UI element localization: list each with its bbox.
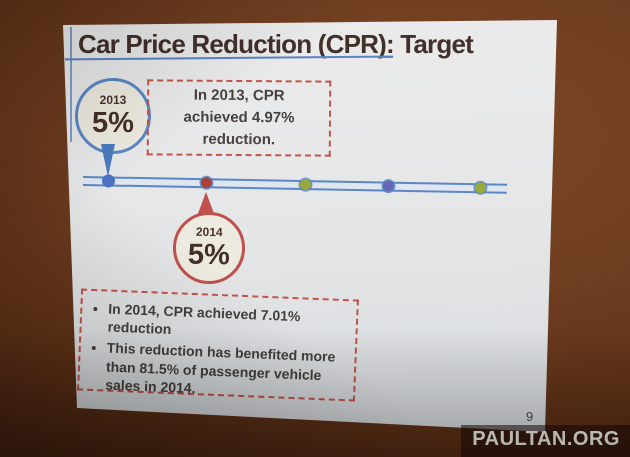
balloon-2013-value: 5% (92, 106, 134, 139)
paultan-watermark: PAULTAN.ORG (461, 425, 630, 457)
timeline-dot (299, 178, 312, 191)
timeline (82, 174, 508, 194)
balloon-2014-value: 5% (187, 238, 231, 272)
title-vertical-accent-line (70, 27, 72, 142)
timeline-dot (101, 174, 116, 188)
timeline-dot (474, 182, 487, 194)
callout-2014-bullet: This reduction has benefited more than 8… (105, 339, 349, 403)
callout-2013-text: In 2013, CPR achieved 4.97% reduction. (183, 87, 295, 149)
slide-page-number: 9 (526, 409, 534, 424)
timeline-dot (200, 177, 213, 189)
balloon-2013: 2013 5% (75, 78, 151, 154)
callout-2013: In 2013, CPR achieved 4.97% reduction. (146, 79, 332, 157)
callout-2014-bullet-list: In 2014, CPR achieved 7.01% reduction Th… (79, 299, 357, 404)
balloon-2014: 2014 5% (172, 211, 246, 285)
timeline-dot (382, 180, 395, 192)
callout-2014-bullet: In 2014, CPR achieved 7.01% reduction (107, 300, 350, 346)
balloon-2013-pointer (101, 144, 115, 177)
presentation-slide: Car Price Reduction (CPR): Target 2013 5… (63, 20, 557, 432)
balloon-2014-year: 2014 (195, 224, 223, 239)
slide-title: Car Price Reduction (CPR): Target (78, 29, 474, 59)
callout-2014: In 2014, CPR achieved 7.01% reduction Th… (77, 288, 359, 404)
balloon-2013-year: 2013 (99, 92, 127, 107)
